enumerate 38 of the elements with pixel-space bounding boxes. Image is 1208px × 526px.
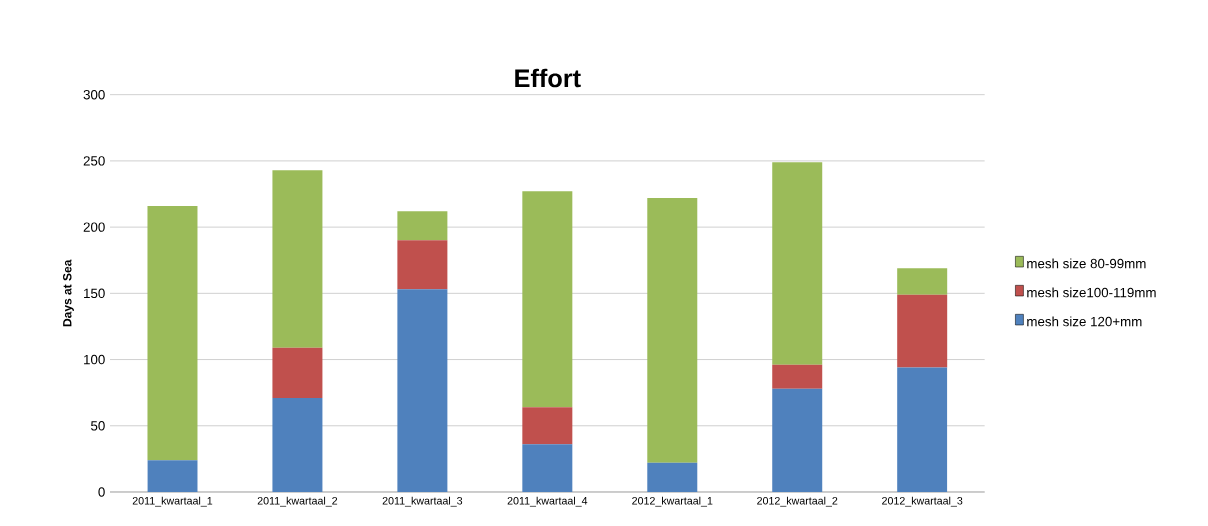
- bar: [522, 191, 573, 408]
- y-tick-label: 300: [83, 89, 105, 100]
- x-tick-label: 2012_kwartaal_3: [882, 496, 963, 507]
- bar: [772, 162, 823, 365]
- x-tick-label: 2011_kwartaal_2: [257, 496, 338, 507]
- x-tick-label: 2012_kwartaal_1: [632, 496, 713, 507]
- y-tick-label: 200: [83, 222, 105, 232]
- chart-title: Effort: [515, 68, 581, 88]
- y-tick-label: 0: [98, 487, 105, 497]
- bar: [147, 460, 198, 492]
- legend-label: mesh size 80-99mm: [1027, 258, 1146, 269]
- y-tick-label: 100: [84, 354, 105, 365]
- x-tick-label: 2011_kwartaal_3: [382, 496, 463, 507]
- bar: [272, 397, 323, 492]
- legend-label: mesh size100-119mm: [1027, 287, 1156, 298]
- bar: [397, 240, 448, 290]
- legend-label: mesh size 120+mm: [1027, 316, 1142, 327]
- y-tick-label: 150: [84, 288, 105, 299]
- x-tick-label: 2011_kwartaal_4: [507, 496, 588, 507]
- bar: [772, 388, 823, 492]
- bar: [272, 170, 323, 348]
- bar: [647, 462, 698, 492]
- bar: [397, 211, 448, 241]
- bar: [522, 407, 573, 445]
- y-tick-label: 250: [83, 156, 105, 166]
- y-axis-title: Days at Sea: [63, 259, 74, 327]
- bar: [522, 444, 573, 492]
- x-tick-label: 2011_kwartaal_1: [132, 496, 213, 507]
- bar: [897, 268, 948, 295]
- x-tick-label: 2012_kwartaal_2: [757, 496, 838, 507]
- bar: [897, 294, 948, 368]
- bar: [272, 347, 323, 398]
- bar: [147, 205, 198, 461]
- y-tick-label: 50: [91, 421, 105, 431]
- bar: [647, 197, 698, 463]
- bar: [897, 367, 948, 492]
- bar: [397, 289, 448, 492]
- bar: [772, 364, 823, 389]
